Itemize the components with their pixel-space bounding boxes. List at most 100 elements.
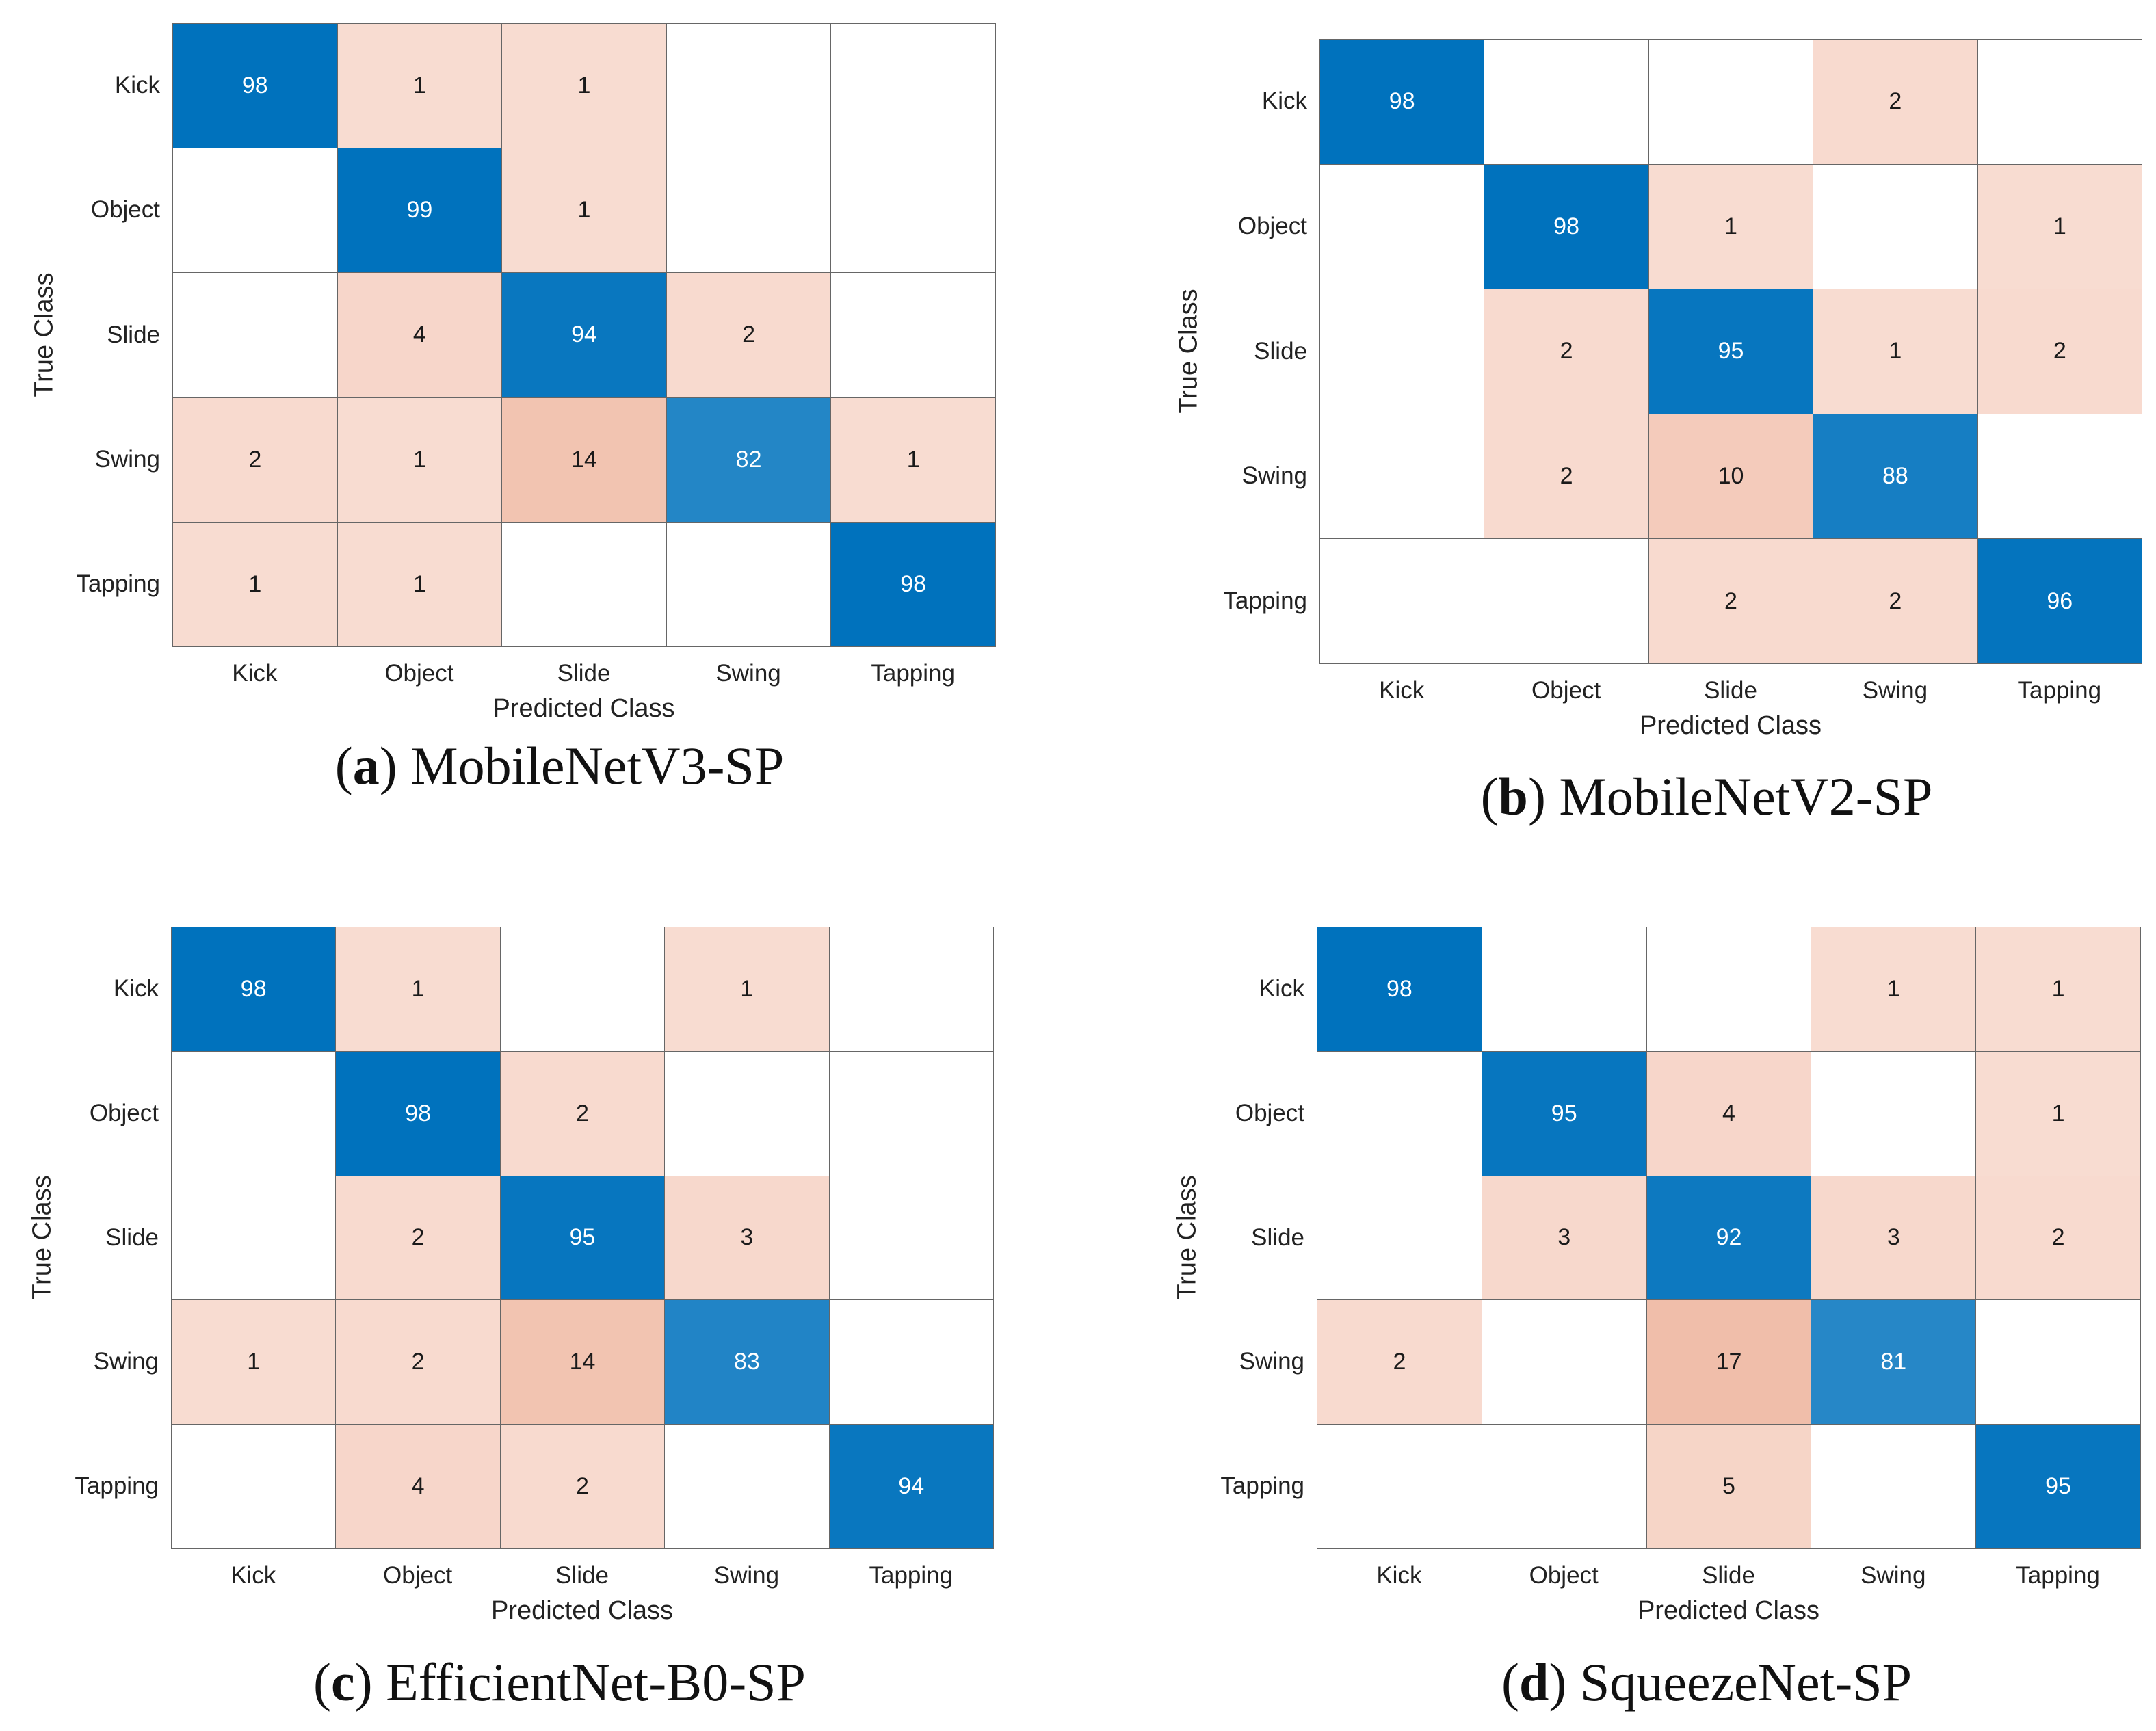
matrix-cell [172,148,338,274]
column-tick-label: Object [1531,677,1601,704]
matrix-cell [1481,927,1647,1052]
matrix-cell: 98 [830,521,996,647]
column-tick-label: Tapping [2017,677,2102,704]
matrix-cell: 2 [1975,1175,2141,1301]
matrix-cell: 14 [501,397,667,523]
column-tick-label: Swing [715,660,781,687]
y-axis-label: True Class [1174,288,1203,414]
matrix-cell [1813,163,1978,290]
matrix-cell: 95 [499,1175,666,1301]
matrix-cell [664,1051,830,1176]
panel-caption: (c) EfficientNet-B0-SP [313,1652,806,1712]
row-tick-label: Tapping [1223,587,1307,614]
matrix-cell: 1 [501,148,667,274]
matrix-cell: 98 [1319,39,1485,165]
matrix-cell: 81 [1811,1299,1977,1425]
matrix-cell [171,1175,337,1301]
matrix-cell: 1 [1813,289,1978,414]
row-tick-label: Swing [1239,1348,1304,1375]
row-tick-label: Kick [1261,88,1307,115]
matrix-cell: 1 [337,397,503,523]
column-tick-label: Slide [555,1562,609,1589]
matrix-cell: 95 [1975,1424,2141,1549]
x-axis-label: Predicted Class [492,694,675,723]
confusion-matrix: 98 1 1 99 1 4 94 2 2 1 14 82 1 1 1 98 [172,23,996,647]
matrix-cell: 4 [335,1424,501,1549]
matrix-cell [830,23,996,149]
row-tick-label: Tapping [1220,1472,1304,1500]
caption-title: EfficientNet-B0-SP [386,1652,806,1712]
y-axis-label: True Class [27,1174,57,1300]
matrix-cell: 92 [1646,1175,1812,1301]
matrix-cell: 1 [1975,927,2141,1052]
matrix-cell [1484,39,1649,165]
row-tick-label: Slide [107,321,160,348]
x-axis-label: Predicted Class [1637,1596,1820,1625]
row-tick-label: Tapping [76,570,160,597]
row-tick-label: Swing [1241,462,1307,490]
panel-caption: (a) MobileNetV3-SP [334,736,785,795]
matrix-cell: 3 [664,1175,830,1301]
row-tick-label: Slide [105,1224,159,1251]
column-tick-label: Swing [1861,1562,1926,1589]
matrix-cell [171,1424,337,1549]
row-tick-label: Swing [93,1348,159,1375]
caption-letter: a [352,736,380,795]
matrix-cell: 1 [664,927,830,1052]
matrix-cell: 82 [666,397,832,523]
matrix-cell [1481,1299,1647,1425]
matrix-cell [1317,1051,1482,1176]
matrix-cell [1648,39,1814,165]
matrix-cell: 1 [172,521,338,647]
column-tick-label: Tapping [869,1562,954,1589]
matrix-cell [830,148,996,274]
matrix-cell [666,521,832,647]
matrix-cell: 1 [1975,1051,2141,1176]
matrix-cell: 1 [1648,163,1814,290]
caption-title: SqueezeNet-SP [1579,1652,1912,1712]
column-tick-label: Tapping [2016,1562,2100,1589]
column-tick-label: Kick [232,660,278,687]
matrix-cell: 98 [171,927,337,1052]
panel-caption: (b) MobileNetV2-SP [1480,767,1933,826]
matrix-cell: 98 [335,1051,501,1176]
panel-caption: (d) SqueezeNet-SP [1501,1652,1912,1712]
matrix-cell [1811,1051,1977,1176]
matrix-cell: 1 [1811,927,1977,1052]
y-axis-label: True Class [29,272,59,397]
matrix-cell [1646,927,1812,1052]
matrix-cell [1484,538,1649,664]
caption-title: MobileNetV3-SP [410,736,785,795]
caption-letter: c [331,1652,355,1712]
row-tick-label: Kick [114,72,160,99]
matrix-cell: 2 [499,1424,666,1549]
matrix-cell: 2 [1484,289,1649,414]
matrix-cell: 4 [1646,1051,1812,1176]
matrix-cell: 83 [664,1299,830,1425]
matrix-cell: 2 [499,1051,666,1176]
matrix-cell: 96 [1977,538,2142,664]
matrix-cell: 2 [1813,39,1978,165]
matrix-cell: 1 [337,23,503,149]
matrix-cell: 2 [1813,538,1978,664]
matrix-cell: 17 [1646,1299,1812,1425]
matrix-cell: 2 [666,272,832,398]
row-tick-label: Kick [113,975,159,1002]
matrix-cell: 1 [171,1299,337,1425]
column-tick-label: Object [383,1562,453,1589]
x-axis-label: Predicted Class [1639,711,1822,740]
matrix-cell [1481,1424,1647,1549]
caption-letter: b [1498,767,1528,826]
confusion-matrix: 98 1 1 98 2 2 95 3 1 2 14 83 4 2 94 [171,927,994,1549]
matrix-cell: 2 [1484,413,1649,540]
row-tick-label: Object [89,1099,159,1126]
row-tick-label: Tapping [75,1472,159,1500]
matrix-cell: 5 [1646,1424,1812,1549]
matrix-cell: 4 [337,272,503,398]
column-tick-label: Tapping [871,660,955,687]
matrix-cell: 14 [499,1299,666,1425]
matrix-cell: 1 [501,23,667,149]
matrix-cell [171,1051,337,1176]
matrix-cell: 2 [1317,1299,1482,1425]
